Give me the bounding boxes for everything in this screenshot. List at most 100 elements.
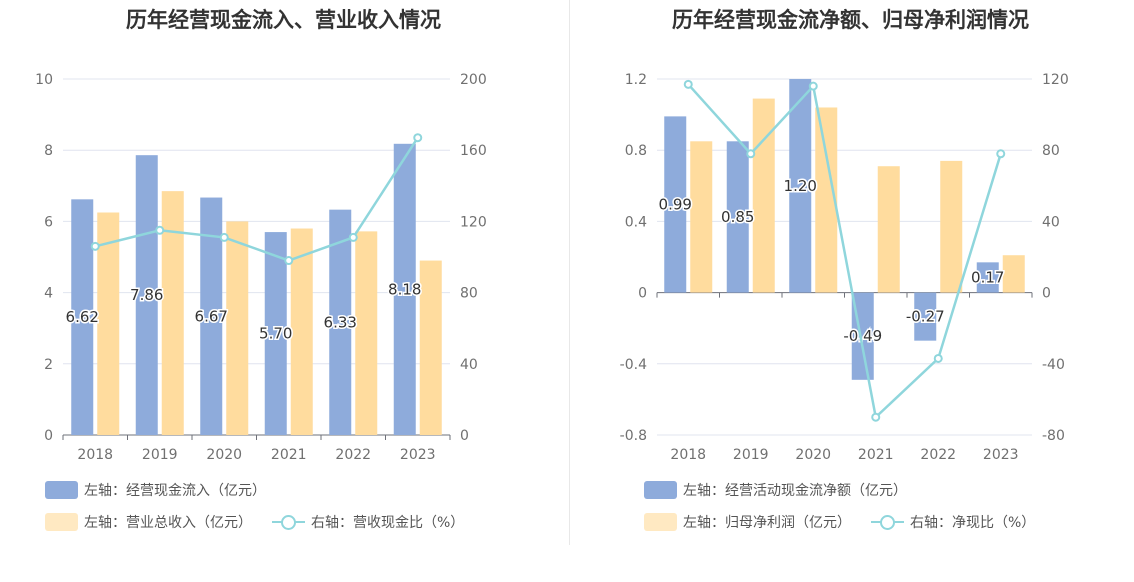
y-right-tick-label: 80 [460,286,478,302]
legend-swatch [644,481,677,499]
legend: 左轴：营业总收入（亿元） 右轴：营收现金比（%） [45,512,484,532]
data-label: 6.62 [66,308,99,326]
legend-item[interactable]: 右轴：营收现金比（%） [272,512,464,532]
bar-primary [329,209,352,435]
x-tick-label: 2023 [983,447,1019,463]
legend-label: 左轴：营业总收入（亿元） [84,515,252,531]
line-point [348,232,358,242]
y-left-tick-label: 10 [35,72,53,88]
legend-swatch [644,513,677,531]
legend-item[interactable]: 左轴：归母净利润（亿元） [644,512,851,532]
x-tick-label: 2023 [400,447,436,463]
right-chart-panel: 历年经营现金流净额、归母净利润情况 1.2 120 0.8 80 0.4 40 0 0 -0.4… [567,0,1134,582]
line-point [284,256,294,266]
line-point [155,225,165,235]
bar-secondary [815,107,838,293]
chart-title: 历年经营现金流净额、归母净利润情况 [672,8,1029,32]
bar-primary [71,199,94,435]
y-right-tick-label: 0 [460,428,469,444]
legend-item[interactable]: 左轴：经营现金流入（亿元） [45,480,266,500]
legend-label: 左轴：经营活动现金流净额（亿元） [683,483,907,499]
legend: 左轴：归母净利润（亿元） 右轴：净现比（%） [644,512,1055,532]
line-point [933,353,943,363]
x-tick-label: 2020 [795,447,831,463]
bar-secondary [690,141,713,293]
bar-secondary [161,191,184,435]
bar-secondary [290,228,313,435]
line-series [687,83,1002,420]
y-right-tick-label: 120 [1042,72,1069,88]
line-point [683,79,693,89]
legend-item[interactable]: 左轴：经营活动现金流净额（亿元） [644,480,907,500]
legend: 左轴：经营现金流入（亿元） [45,480,286,500]
legend-label: 右轴：净现比（%） [910,515,1036,531]
bar-primary [200,197,223,435]
bar-primary [135,155,158,435]
chart-plot-area: 10 200 8 160 6 120 4 80 2 40 0 0 2018 2019 2020 2021 202… [35,72,487,463]
y-right-tick-label: 40 [1042,214,1060,230]
y-left-tick-label: 8 [44,143,53,159]
line-series [94,137,419,262]
chart-plot-area: 1.2 120 0.8 80 0.4 40 0 0 -0.4 -40 -0.8 -80 2018 2019… [620,72,1069,463]
legend-label: 左轴：归母净利润（亿元） [683,515,851,531]
y-left-tick-label: 0.4 [625,214,647,230]
bar-secondary [355,231,378,435]
legend-item[interactable]: 右轴：净现比（%） [871,512,1035,532]
y-left-tick-label: 1.2 [625,72,647,88]
line-point [90,241,100,251]
x-tick-label: 2018 [670,447,706,463]
bar-primary [264,232,287,435]
divider [569,0,570,545]
data-label: 0.99 [659,195,692,213]
data-label: 7.86 [130,286,163,304]
y-left-tick-label: 0.8 [625,143,647,159]
y-right-tick-label: 0 [1042,286,1051,302]
y-left-tick-label: 0 [638,286,647,302]
y-left-tick-label: -0.4 [620,357,647,373]
data-label: 0.17 [971,268,1004,286]
x-tick-label: 2019 [733,447,769,463]
line-point [871,412,881,422]
x-tick-label: 2022 [920,447,956,463]
bar-secondary [1002,255,1025,293]
line-point [219,232,229,242]
y-left-tick-label: 2 [44,357,53,373]
bar-primary [726,141,749,293]
x-tick-label: 2021 [271,447,307,463]
data-label: 6.33 [324,313,357,331]
y-right-tick-label: 200 [460,72,487,88]
y-right-tick-label: -80 [1042,428,1065,444]
data-label: 0.85 [721,208,754,226]
y-right-tick-label: 80 [1042,143,1060,159]
bar-primary [914,292,937,341]
legend-line-marker [871,512,904,532]
line-point [746,149,756,159]
data-label: 6.67 [195,307,228,325]
bar-primary [976,262,999,293]
data-label: 5.70 [259,325,292,343]
x-tick-label: 2020 [206,447,242,463]
bar-secondary [97,212,120,435]
x-tick-label: 2021 [858,447,894,463]
y-left-tick-label: 4 [44,286,53,302]
bar-primary [789,79,812,293]
bar-secondary [877,166,900,293]
line-point [808,81,818,91]
legend-line-marker [272,512,305,532]
legend: 左轴：经营活动现金流净额（亿元） [644,480,927,500]
bar-primary [393,143,416,436]
legend-swatch [45,481,78,499]
line-point [996,149,1006,159]
y-left-tick-label: -0.8 [620,428,647,444]
bar-secondary [940,160,963,293]
legend-label: 右轴：营收现金比（%） [311,515,465,531]
data-label: -0.49 [843,327,882,345]
y-left-tick-label: 0 [44,428,53,444]
y-left-tick-label: 6 [44,214,53,230]
legend-item[interactable]: 左轴：营业总收入（亿元） [45,512,252,532]
y-right-tick-label: 40 [460,357,478,373]
data-label: -0.27 [906,308,945,326]
x-tick-label: 2018 [77,447,113,463]
chart-title: 历年经营现金流入、营业收入情况 [126,8,441,32]
y-right-tick-label: 120 [460,214,487,230]
